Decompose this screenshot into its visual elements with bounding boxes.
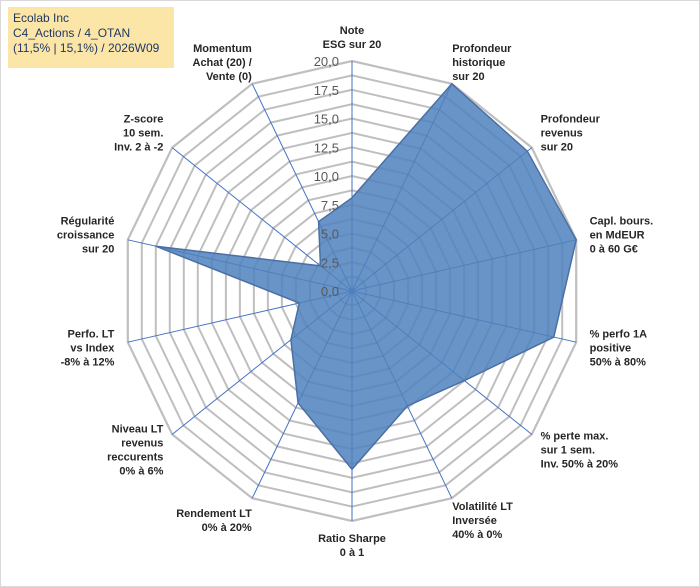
- axis-label: Régularité croissance sur 20: [57, 216, 114, 256]
- tick-label: 0,0: [321, 284, 339, 299]
- axis-label-line: Inv. 2 à -2: [114, 142, 163, 154]
- data-point: [526, 150, 529, 153]
- axis-label: % perfo 1A positive 50% à 80%: [590, 329, 648, 369]
- axis-label: Capl. bours. en MdEUR 0 à 60 G€: [590, 216, 654, 256]
- axis-label: % perte max. sur 1 sem. Inv. 50% à 20%: [541, 430, 619, 470]
- axis-label-line: Inversée: [452, 515, 497, 527]
- data-point: [406, 405, 409, 408]
- data-point: [552, 336, 555, 339]
- title-box: Ecolab Inc C4_Actions / 4_OTAN (11,5% | …: [8, 7, 174, 68]
- axis-label-line: revenus: [121, 437, 163, 449]
- axis-label-line: Vente (0): [206, 71, 252, 83]
- axis-label-line: 50% à 80%: [590, 357, 646, 369]
- axis-label-line: Note: [340, 25, 364, 37]
- series-layer: [154, 82, 578, 471]
- axis-label-line: Profondeur: [452, 43, 512, 55]
- tick-label: 2,5: [321, 255, 339, 270]
- data-point: [463, 379, 466, 382]
- axis-label-line: Capl. bours.: [590, 216, 654, 228]
- tick-label: 7,5: [321, 198, 339, 213]
- data-point: [289, 338, 292, 341]
- tick-label: 20,0: [314, 54, 339, 69]
- axis-label-line: sur 20: [541, 142, 573, 154]
- axis-label: Z-score 10 sem. Inv. 2 à -2: [114, 114, 163, 154]
- axis-label-line: sur 20: [452, 71, 484, 83]
- axis-label-line: historique: [452, 57, 505, 69]
- data-point: [317, 220, 320, 223]
- title-stats: (11,5% | 15,1%) / 2026W09: [13, 41, 160, 55]
- axis-label: Momentum Achat (20) / Vente (0): [193, 43, 253, 83]
- title-company: Ecolab Inc: [13, 11, 70, 25]
- axis-label: Ratio Sharpe 0 à 1: [318, 533, 386, 559]
- axis-label: Niveau LT revenus reccurents 0% à 6%: [107, 423, 164, 477]
- axis-label-line: Profondeur: [541, 114, 601, 126]
- tick-label: 17,5: [314, 83, 339, 98]
- axis-label-line: sur 1 sem.: [541, 444, 595, 456]
- axis-label-layer: Note ESG sur 20 Profondeur historique sur 20…: [57, 25, 653, 559]
- axis-label-line: 10 sem.: [123, 128, 163, 140]
- axis-label-line: Perfo. LT: [68, 329, 115, 341]
- tick-label-layer: 0,0 2,5 5,0 7,5 10,0 12,5 15,0 17,5 20,0: [314, 54, 339, 299]
- axis-label: Perfo. LT vs Index -8% à 12%: [61, 329, 116, 369]
- axis-label-line: en MdEUR: [590, 230, 645, 242]
- tick-label: 10,0: [314, 169, 339, 184]
- axis-label-line: vs Index: [70, 343, 115, 355]
- axis-label-line: -8% à 12%: [61, 357, 115, 369]
- data-point: [297, 401, 300, 404]
- tick-label: 5,0: [321, 227, 339, 242]
- data-point: [351, 468, 354, 471]
- axis-label-line: Volatilité LT: [452, 501, 513, 513]
- axis-label-line: positive: [590, 343, 632, 355]
- axis-label-line: Z-score: [124, 114, 164, 126]
- axis-label-line: Achat (20) /: [193, 57, 252, 69]
- axis-label: Note ESG sur 20: [323, 25, 382, 51]
- axis-label-line: revenus: [541, 128, 583, 140]
- axis-label-line: 0% à 6%: [119, 465, 163, 477]
- data-point: [298, 302, 301, 305]
- axis-label: Profondeur historique sur 20: [452, 43, 512, 83]
- axis-label-line: reccurents: [107, 451, 163, 463]
- tick-label: 15,0: [314, 112, 339, 127]
- data-point: [575, 238, 578, 241]
- axis-label-line: sur 20: [82, 244, 114, 256]
- axis-label: Rendement LT 0% à 20%: [176, 508, 252, 534]
- axis-label-line: ESG sur 20: [323, 39, 382, 51]
- data-point: [154, 245, 157, 248]
- axis-label-line: % perfo 1A: [590, 329, 648, 341]
- title-portfolio: C4_Actions / 4_OTAN: [13, 26, 131, 40]
- axis-label-line: croissance: [57, 230, 114, 242]
- tick-label: 12,5: [314, 140, 339, 155]
- axis-label-line: 0 à 60 G€: [590, 244, 638, 256]
- axis-label: Profondeur revenus sur 20: [541, 114, 601, 154]
- axis-label: Volatilité LT Inversée 40% à 0%: [452, 501, 513, 541]
- axis-label-line: 0 à 1: [340, 547, 364, 559]
- axis-label-line: Régularité: [61, 216, 115, 228]
- axis-label-line: Inv. 50% à 20%: [541, 458, 619, 470]
- axis-label-line: 0% à 20%: [202, 522, 252, 534]
- data-point: [351, 196, 354, 199]
- axis-label-line: 40% à 0%: [452, 529, 502, 541]
- axis-label-line: Niveau LT: [112, 423, 164, 435]
- axis-label-line: Ratio Sharpe: [318, 533, 386, 545]
- axis-label-line: Rendement LT: [176, 508, 252, 520]
- axis-label-line: Momentum: [193, 43, 252, 55]
- axis-label-line: % perte max.: [541, 430, 609, 442]
- series-area: [155, 82, 577, 471]
